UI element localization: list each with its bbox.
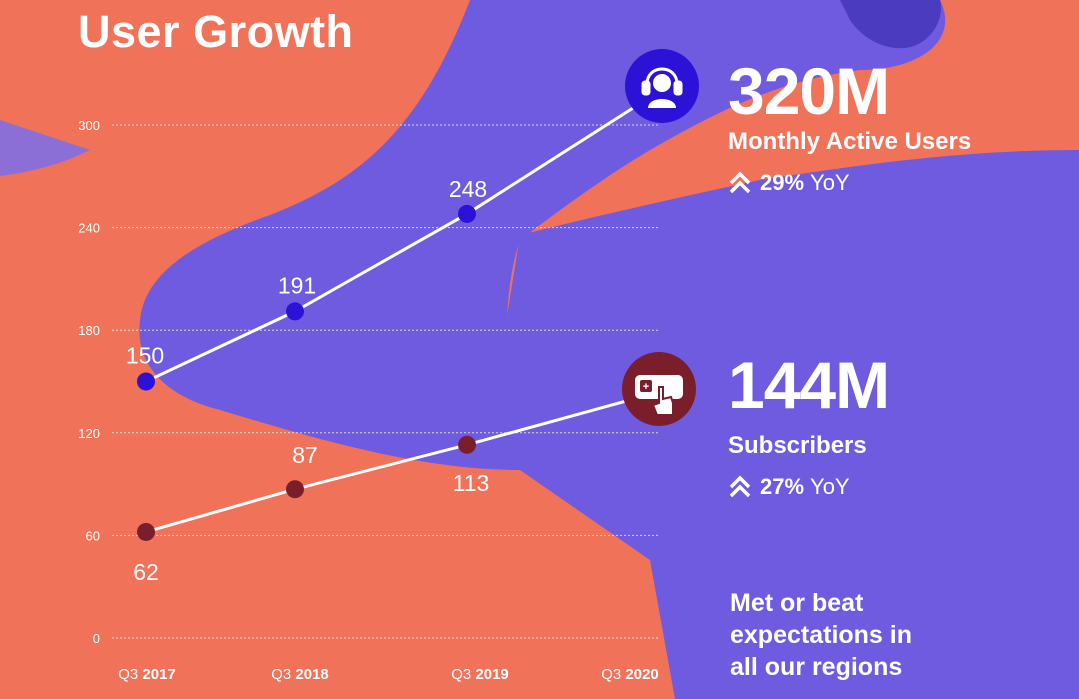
- mau-data-label: 248: [449, 176, 487, 202]
- subscribers-yoy-word: YoY: [810, 474, 850, 499]
- mau-point: [458, 204, 476, 223]
- subscribers-data-label: 113: [453, 470, 490, 496]
- x-tick-label: Q3 2020: [601, 666, 659, 683]
- x-tick-prefix: Q3: [451, 666, 475, 683]
- subscribers-data-label: 62: [133, 559, 159, 585]
- mau-yoy: 29% YoY: [728, 170, 971, 196]
- subscribers-yoy: 27% YoY: [728, 474, 889, 500]
- mau-point: [137, 372, 155, 391]
- subscribers-point: [286, 480, 304, 499]
- double-chevron-up-icon: [729, 475, 751, 498]
- y-axis-ticks: 300 240 180 120 60 0: [78, 118, 100, 646]
- x-tick-label: Q3 2019: [451, 666, 509, 683]
- double-chevron-up-icon: [729, 171, 751, 194]
- mau-big-number: 320M: [728, 54, 890, 128]
- subscribers-endpoint-icon: +: [622, 352, 696, 426]
- hand-tap-card-icon: +: [635, 375, 683, 416]
- headphones-person-icon: [641, 67, 683, 108]
- mau-endpoint-icon: [625, 49, 699, 123]
- note-line: all our regions: [730, 652, 903, 681]
- grid-lines: [112, 124, 660, 639]
- subscribers-big-number: 144M: [728, 348, 890, 422]
- series-lines: [145, 89, 661, 534]
- y-tick-label: 240: [78, 221, 100, 236]
- subscribers-line: [145, 390, 661, 534]
- x-tick-year: 2018: [295, 666, 328, 683]
- y-tick-label: 0: [93, 631, 100, 646]
- mau-stat-block: 320M Monthly Active Users 29% YoY: [728, 58, 971, 196]
- mau-data-label: 191: [278, 272, 316, 298]
- y-tick-label: 300: [78, 118, 100, 133]
- subscribers-point: [137, 522, 155, 541]
- x-tick-year: 2017: [142, 666, 175, 683]
- photo-hand-shape: [840, 0, 941, 49]
- y-tick-label: 60: [86, 528, 100, 543]
- x-tick-prefix: Q3: [118, 666, 142, 683]
- mau-label: Monthly Active Users: [728, 128, 972, 155]
- x-axis-ticks: Q3 2017 Q3 2018 Q3 2019 Q3 2020: [118, 666, 659, 683]
- mau-point: [286, 302, 304, 321]
- subscribers-yoy-percent: 27%: [760, 474, 805, 499]
- photo-torso-shape: [500, 150, 1079, 699]
- mau-yoy-word: YoY: [810, 170, 850, 195]
- x-tick-year: 2020: [625, 666, 658, 683]
- photo-arm-shape: [139, 0, 946, 470]
- mau-data-label: 150: [126, 343, 164, 369]
- y-tick-label: 180: [78, 323, 100, 338]
- x-tick-prefix: Q3: [271, 666, 295, 683]
- subscribers-data-label: 87: [292, 442, 318, 468]
- photo-left-wedge: [0, 120, 90, 176]
- x-tick-label: Q3 2018: [271, 666, 329, 683]
- note-line: Met or beat: [730, 589, 864, 617]
- x-tick-label: Q3 2017: [118, 666, 176, 683]
- subscribers-stat-block: 144M Subscribers 27% YoY: [728, 348, 890, 500]
- x-tick-year: 2019: [475, 666, 508, 683]
- y-tick-label: 120: [78, 426, 100, 441]
- data-labels: 150 191 248 62 87 113: [126, 176, 490, 585]
- subscribers-point: [458, 435, 476, 454]
- data-points: [137, 204, 476, 541]
- x-tick-prefix: Q3: [601, 666, 625, 683]
- regions-note: Met or beat expectations in all our regi…: [730, 588, 1010, 683]
- mau-line: [145, 89, 661, 383]
- note-line: expectations in: [730, 620, 912, 649]
- svg-text:+: +: [643, 381, 649, 393]
- page-title: User Growth: [78, 6, 354, 57]
- subscribers-label: Subscribers: [728, 432, 867, 459]
- mau-yoy-percent: 29%: [760, 170, 805, 195]
